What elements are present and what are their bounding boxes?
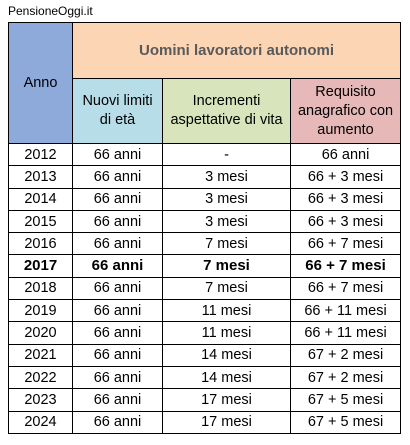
value-cell: 66 + 7 mesi (289, 276, 402, 301)
year-cell: 2017 (8, 254, 73, 278)
value-cell: 66 anni (72, 276, 163, 301)
value-cell: 66 + 3 mesi (289, 187, 402, 211)
value-cell: 66 anni (72, 254, 163, 278)
data-row: 2017 66 anni 7 mesi 66 + 7 mesi (8, 254, 402, 278)
year-cell: 2014 (8, 187, 73, 211)
year-cell: 2016 (8, 232, 73, 256)
value-cell: 66 + 7 mesi (289, 254, 402, 278)
data-row: 2018 66 anni 7 mesi 66 + 7 mesi (8, 276, 402, 301)
data-row: 2022 66 anni 14 mesi 67 + 2 mesi (8, 365, 402, 390)
value-cell: 66 anni (72, 388, 163, 412)
value-cell: 66 + 11 mesi (289, 321, 402, 345)
data-row: 2021 66 anni 14 mesi 67 + 2 mesi (8, 343, 402, 367)
value-cell: 3 mesi (162, 165, 291, 189)
data-row: 2015 66 anni 3 mesi 66 + 3 mesi (8, 209, 402, 234)
year-cell: 2020 (8, 321, 73, 345)
data-row: 2024 66 anni 17 mesi 67 + 5 mesi (8, 410, 402, 434)
value-cell: 66 + 11 mesi (289, 299, 402, 323)
header-row: Anno Uomini lavoratori autonomi (8, 22, 402, 144)
data-row: 2013 66 anni 3 mesi 66 + 3 mesi (8, 165, 402, 189)
value-cell: 66 anni (72, 365, 163, 390)
value-cell: 11 mesi (162, 299, 291, 323)
value-cell: 66 anni (72, 410, 163, 434)
data-row: 2019 66 anni 11 mesi 66 + 11 mesi (8, 299, 402, 323)
year-cell: 2021 (8, 343, 73, 367)
value-cell: 66 anni (72, 321, 163, 345)
header-year: Anno (8, 22, 73, 144)
year-cell: 2023 (8, 388, 73, 412)
value-cell: 3 mesi (162, 209, 291, 234)
value-cell: 17 mesi (162, 410, 291, 434)
value-cell: 7 mesi (162, 254, 291, 278)
value-cell: 66 anni (72, 165, 163, 189)
value-cell: 66 + 3 mesi (289, 209, 402, 234)
value-cell: 3 mesi (162, 187, 291, 211)
year-cell: 2022 (8, 365, 73, 390)
value-cell: 66 anni (289, 142, 402, 167)
source-label: PensioneOggi.it (8, 4, 93, 18)
year-cell: 2015 (8, 209, 73, 234)
value-cell: 7 mesi (162, 232, 291, 256)
data-row: 2014 66 anni 3 mesi 66 + 3 mesi (8, 187, 402, 211)
value-cell: 17 mesi (162, 388, 291, 412)
header-row: Nuovi limiti di età Incrementi aspettativ… (9, 78, 402, 144)
value-cell: 67 + 2 mesi (289, 365, 402, 390)
value-cell: 67 + 5 mesi (289, 388, 402, 412)
header-column: Requisito anagrafico con aumento (289, 78, 402, 144)
value-cell: 67 + 2 mesi (289, 343, 402, 367)
year-cell: 2013 (8, 165, 73, 189)
value-cell: 66 anni (72, 299, 163, 323)
year-cell: 2019 (8, 299, 73, 323)
value-cell: 66 anni (72, 187, 163, 211)
value-cell: 14 mesi (162, 343, 291, 367)
value-cell: 66 anni (72, 142, 163, 167)
data-row: 2016 66 anni 7 mesi 66 + 7 mesi (8, 232, 402, 256)
header-group: Uomini lavoratori autonomi (71, 22, 402, 79)
value-cell: - (162, 142, 291, 167)
table: Anno Uomini lavoratori autonomi Nuovi limi… (8, 22, 402, 434)
value-cell: 67 + 5 mesi (289, 410, 402, 434)
value-cell: 7 mesi (162, 276, 291, 301)
value-cell: 66 + 7 mesi (289, 232, 402, 256)
value-cell: 66 anni (72, 209, 163, 234)
header-column: Nuovi limiti di età (72, 78, 163, 144)
year-cell: 2012 (8, 142, 73, 167)
value-cell: 14 mesi (162, 365, 291, 390)
year-cell: 2024 (8, 410, 73, 434)
header-column: Incrementi aspettative di vita (162, 78, 291, 144)
value-cell: 66 + 3 mesi (289, 165, 402, 189)
data-row: 2023 66 anni 17 mesi 67 + 5 mesi (8, 388, 402, 412)
value-cell: 66 anni (72, 232, 163, 256)
data-row: 2012 66 anni -66 anni (8, 142, 402, 167)
value-cell: 66 anni (72, 343, 163, 367)
year-cell: 2018 (8, 276, 73, 301)
data-row: 2020 66 anni 11 mesi 66 + 11 mesi (8, 321, 402, 345)
value-cell: 11 mesi (162, 321, 291, 345)
